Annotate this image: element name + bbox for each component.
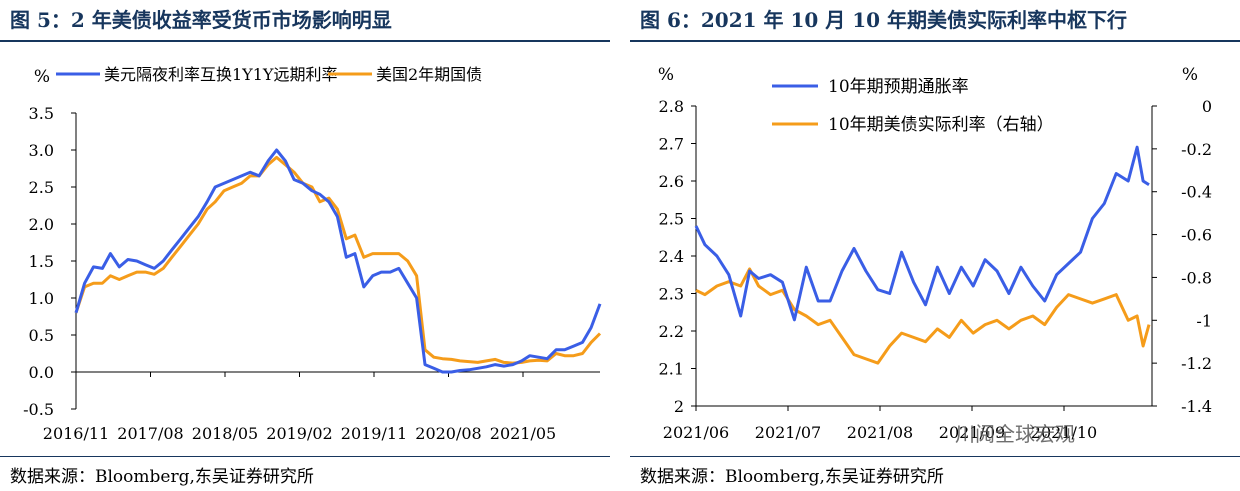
y-axis-unit: % [34,67,50,87]
x-tick-label: 2019/02 [266,424,332,443]
source-rule [630,456,1240,457]
y-tick-label: 2.8 [659,97,684,116]
y-tick-label: 2.7 [659,135,684,154]
y-tick-label: 0.0 [29,363,54,382]
x-tick-label: 2020/08 [415,424,481,443]
x-tick-label: 2019/11 [341,424,407,443]
y-tick-label: 2.6 [659,172,684,191]
source-rule [0,456,610,457]
y-axis-unit: % [658,65,674,85]
title-rule [630,40,1240,42]
y-tick-label: 3.5 [29,104,54,123]
x-tick-label: 2021/07 [755,423,821,442]
y-tick-label: 2.4 [659,247,684,266]
legend-label: 10年期预期通胀率 [828,77,969,97]
y-tick-label: 2.0 [29,215,54,234]
y-tick-label: 2.5 [659,210,684,229]
x-tick-label: 2018/05 [192,424,258,443]
series-line [74,148,602,374]
x-tick-label: 2017/08 [117,424,183,443]
figure-title: 图 5：2 年美债收益率受货币市场影响明显 [10,8,392,32]
source-note: 数据来源：Bloomberg,东吴证券研究所 [640,467,944,487]
x-tick-label: 2021/09 [939,423,1005,442]
y2-tick-label: -1.4 [1181,397,1212,416]
y2-tick-label: 0 [1202,97,1212,116]
y-tick-label: 2.2 [659,322,684,341]
y-tick-label: 2.5 [29,178,54,197]
x-tick-label: 2021/05 [490,424,556,443]
y-tick-label: 2.3 [659,285,684,304]
legend-label: 美元隔夜利率互换1Y1Y远期利率 [104,65,338,84]
source-note: 数据来源：Bloomberg,东吴证券研究所 [10,467,314,487]
y2-tick-label: -1.2 [1181,354,1212,373]
series-line [695,267,1151,365]
y-tick-label: 1.5 [29,252,54,271]
y-tick-label: 3.0 [29,141,54,160]
y2-tick-label: -0.6 [1181,226,1212,245]
y2-tick-label: -0.8 [1181,268,1212,287]
chart-fig6: % % 2.8 2.7 2.6 2.5 2.4 2.3 2.2 2.1 2 0 -0.2 -0.4 -0.6… [658,65,1212,442]
panel-fig5: 图 5：2 年美债收益率受货币市场影响明显 % 3.5 3.0 2.5 2.0 1.5 1.… [0,0,610,491]
panel-fig6: 图 6：2021 年 10 月 10 年期美债实际利率中枢下行 %% 2.8 2.7… [630,0,1240,491]
legend-label: 美国2年期国债 [376,65,482,84]
y2-tick-label: -1 [1196,311,1212,330]
y2-tick-label: -0.2 [1181,140,1212,159]
series-line [694,145,1150,322]
x-tick-label: 2021/08 [847,423,913,442]
y-tick-label: 1.0 [29,289,54,308]
title-rule [0,40,610,42]
y2-tick-label: -0.4 [1181,183,1212,202]
y-tick-label: -0.5 [23,400,54,419]
y-tick-label: 0.5 [29,326,54,345]
chart-fig5: % 3.5 3.0 2.5 2.0 1.5 1.0 0.5 0.0 -0.5 2016/11 2017… [23,65,602,443]
series-line [74,155,602,365]
watermark-text: 川阅全球宏观 [955,422,1075,446]
x-tick-label: 2021/10 [1031,423,1097,442]
y-tick-label: 2 [674,397,684,416]
x-tick-label: 2021/06 [663,423,729,442]
y2-axis-unit: % [1182,65,1198,85]
legend-label: 10年期美债实际利率（右轴） [828,115,1054,135]
y-tick-label: 2.1 [659,360,684,379]
figure-title: 图 6：2021 年 10 月 10 年期美债实际利率中枢下行 [640,8,1128,32]
x-tick-label: 2016/11 [43,424,109,443]
